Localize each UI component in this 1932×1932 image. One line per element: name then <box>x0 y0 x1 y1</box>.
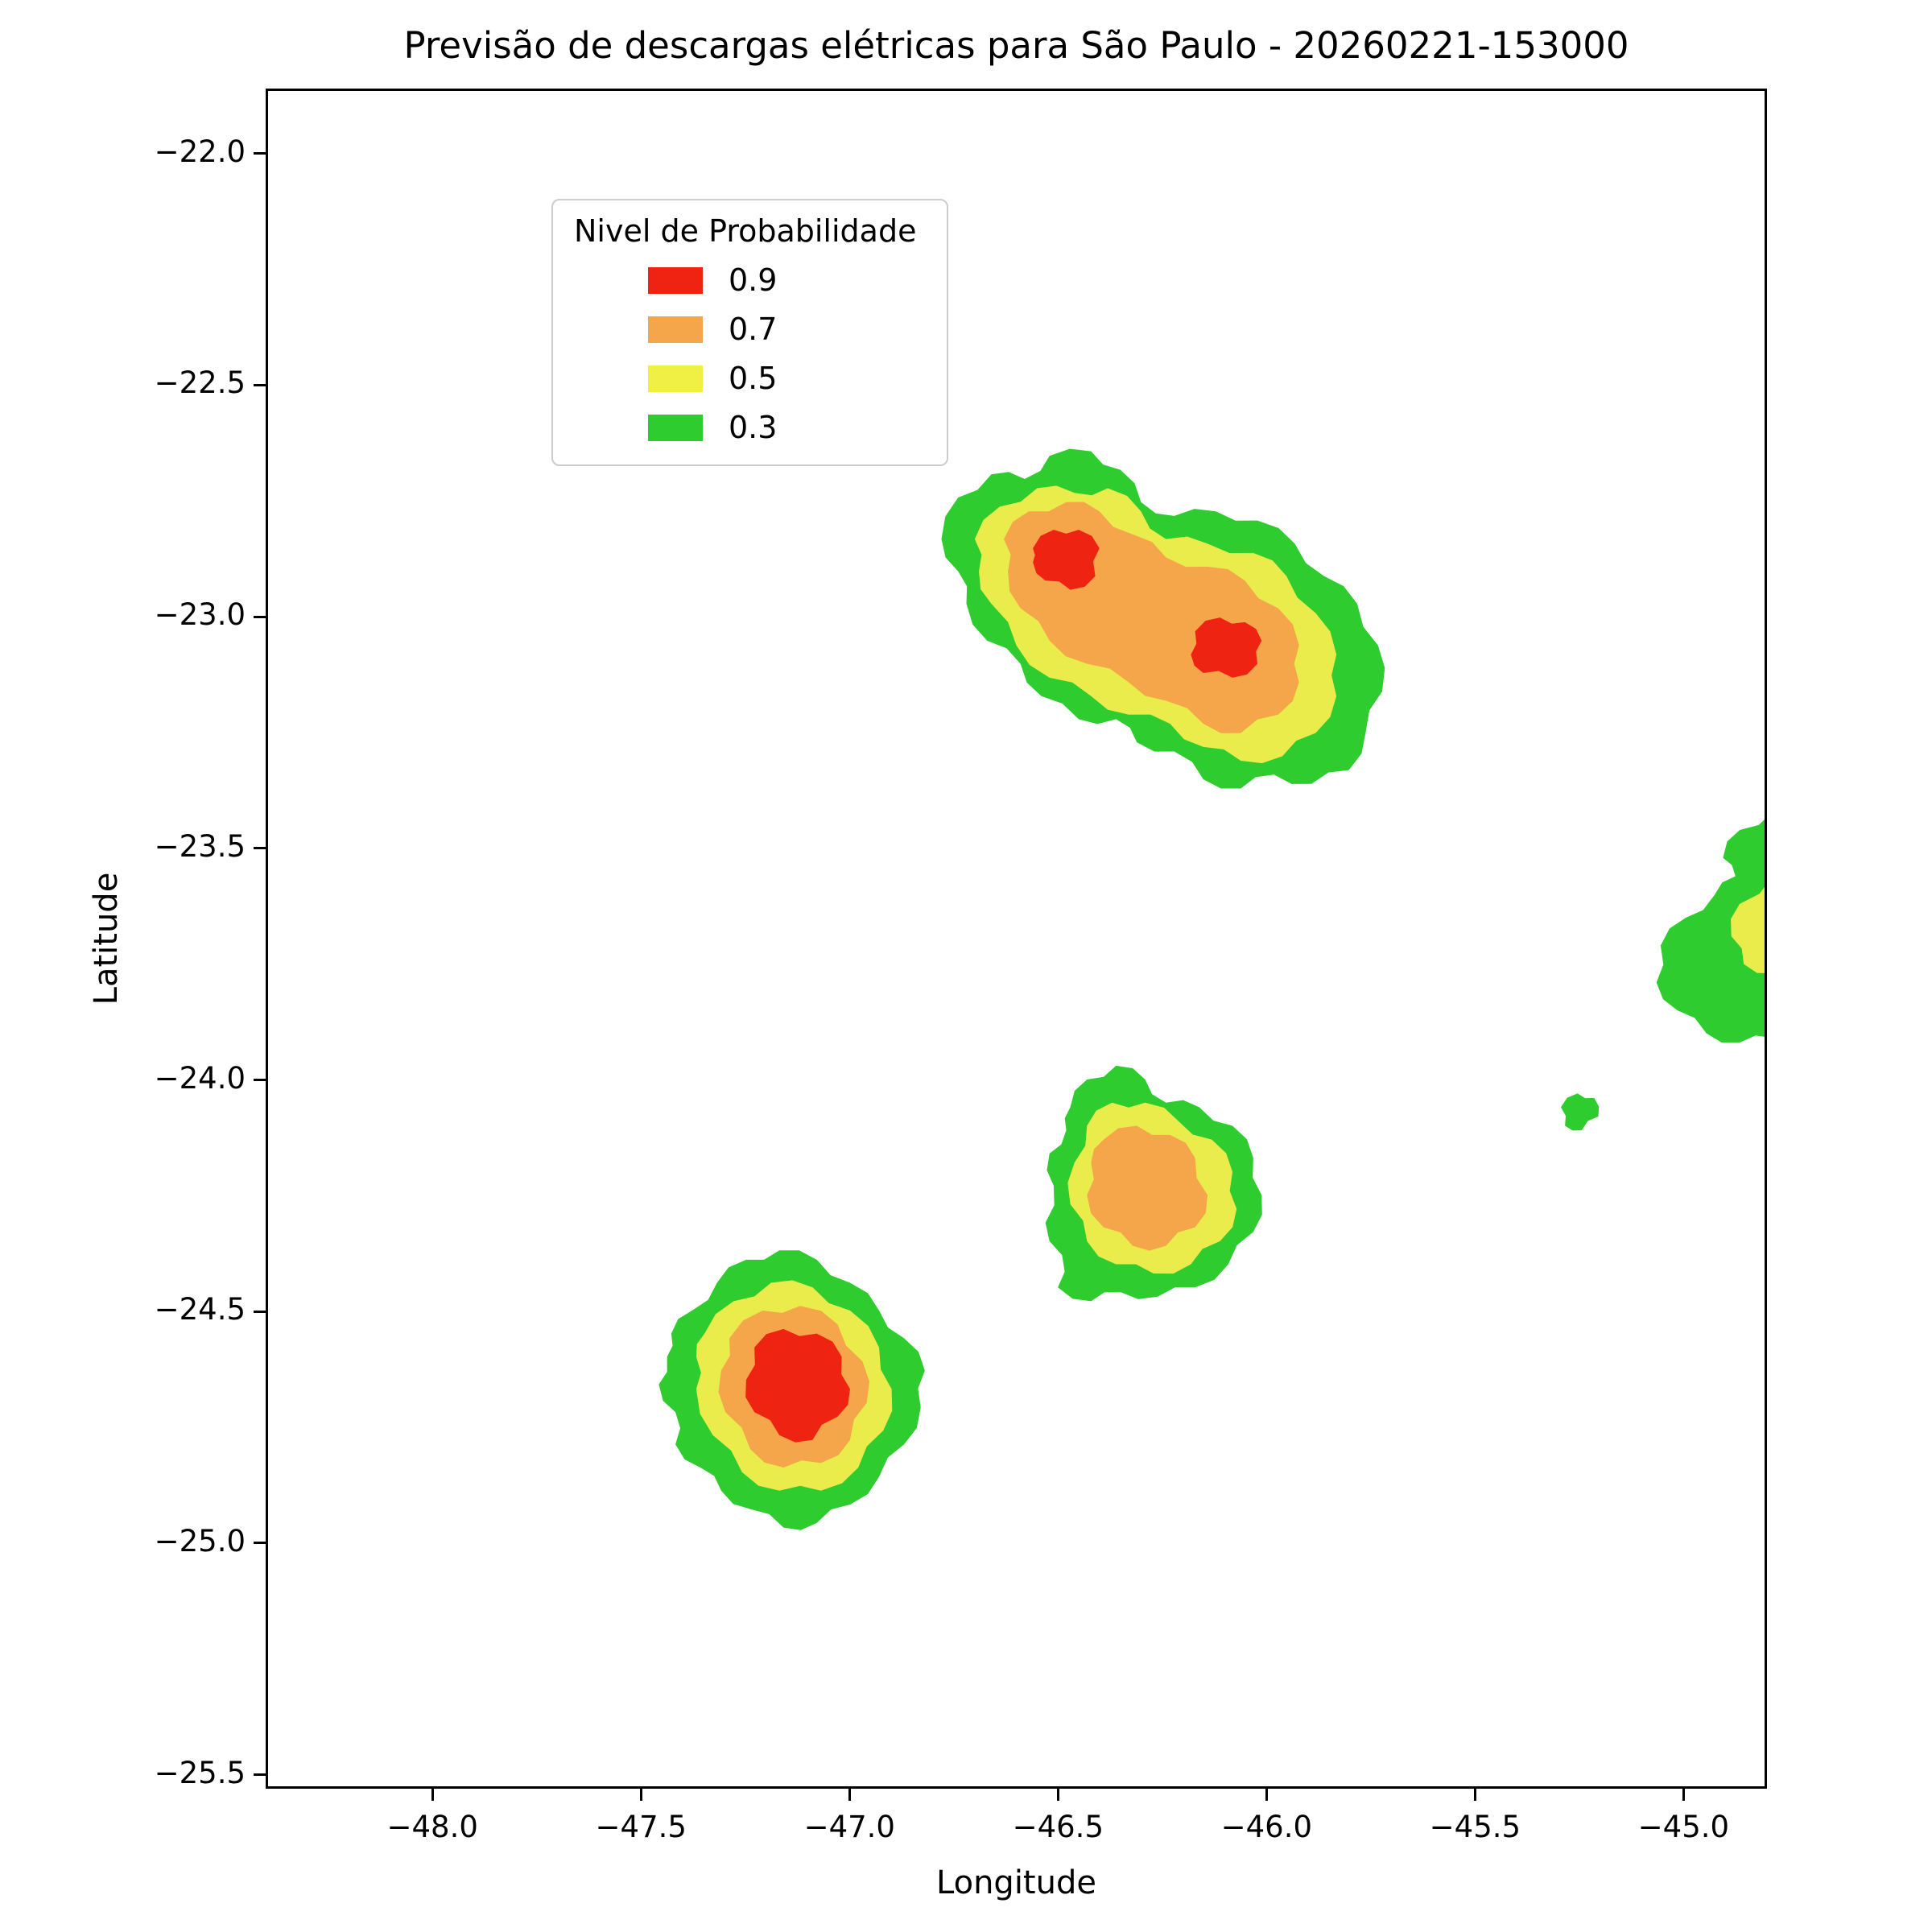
y-tick-mark <box>254 1079 266 1082</box>
x-tick-label: −45.5 <box>1429 1810 1521 1844</box>
y-tick-label: −25.5 <box>154 1755 246 1790</box>
y-tick-mark <box>254 847 266 850</box>
contour-region-storm-north-core1-p90 <box>1033 530 1100 590</box>
x-tick-label: −45.0 <box>1637 1810 1730 1844</box>
y-tick-mark <box>254 1773 266 1777</box>
x-tick-label: −47.0 <box>803 1810 895 1844</box>
y-tick-label: −23.5 <box>154 828 246 864</box>
y-tick-label: −22.0 <box>154 134 246 169</box>
x-tick-label: −46.0 <box>1220 1810 1313 1844</box>
legend-title: Nivel de Probabilidade <box>574 213 917 249</box>
x-tick-mark <box>1682 1789 1685 1801</box>
x-tick-mark <box>1265 1789 1268 1801</box>
y-tick-label: −24.5 <box>154 1292 246 1327</box>
legend-entry-0.5: 0.5 <box>571 361 919 396</box>
contour-region-storm-central-p70 <box>1087 1125 1208 1251</box>
contour-region-east-edge-p50 <box>1731 886 1765 973</box>
legend-swatch-0.3 <box>648 414 703 441</box>
x-axis-label: Longitude <box>936 1864 1096 1901</box>
y-tick-mark <box>254 383 266 386</box>
y-tick-label: −25.0 <box>154 1523 246 1558</box>
contour-region-storm-southwest-p90 <box>745 1328 850 1443</box>
x-tick-mark <box>431 1789 434 1801</box>
y-axis-label: Latitude <box>88 872 125 1005</box>
legend-entry-0.7: 0.7 <box>571 312 919 347</box>
plot-area: Nivel de Probabilidade 0.9 0.7 0.5 0.3 <box>266 89 1767 1789</box>
chart-title: Previsão de descargas elétricas para São… <box>403 24 1629 67</box>
legend-swatch-0.7 <box>648 316 703 343</box>
x-tick-mark <box>1056 1789 1059 1801</box>
legend-entries: 0.9 0.7 0.5 0.3 <box>571 262 919 445</box>
y-tick-label: −24.0 <box>154 1060 246 1096</box>
legend-swatch-0.9 <box>648 266 703 294</box>
legend-label: 0.9 <box>729 262 778 298</box>
plot-svg <box>658 448 1765 1530</box>
y-tick-label: −22.5 <box>154 365 246 401</box>
legend-label: 0.7 <box>729 312 778 347</box>
legend-label: 0.5 <box>729 361 778 396</box>
y-tick-mark <box>254 1310 266 1313</box>
x-tick-label: −47.5 <box>595 1810 687 1844</box>
legend-entry-0.3: 0.3 <box>571 410 919 445</box>
contour-region-east-edge-p30 <box>1656 819 1765 1043</box>
y-tick-mark <box>254 152 266 155</box>
legend-label: 0.3 <box>729 410 778 445</box>
y-tick-mark <box>254 615 266 618</box>
y-tick-label: −23.0 <box>154 597 246 633</box>
x-tick-label: −46.5 <box>1012 1810 1104 1844</box>
x-tick-mark <box>848 1789 851 1801</box>
y-tick-mark <box>254 1542 266 1545</box>
legend: Nivel de Probabilidade 0.9 0.7 0.5 0.3 <box>551 199 949 466</box>
contour-region-east-dot-p30 <box>1561 1093 1600 1131</box>
x-tick-mark <box>1473 1789 1476 1801</box>
legend-swatch-0.5 <box>648 365 703 392</box>
x-tick-label: −48.0 <box>386 1810 478 1844</box>
contour-region-storm-north-core2-p90 <box>1191 617 1262 678</box>
legend-entry-0.9: 0.9 <box>571 262 919 298</box>
x-tick-mark <box>639 1789 642 1801</box>
